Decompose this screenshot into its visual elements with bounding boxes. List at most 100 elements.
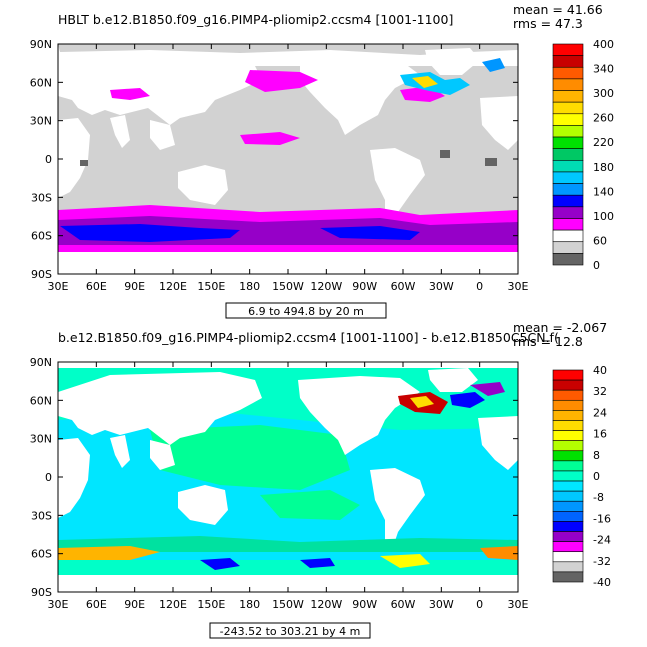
australia-land xyxy=(178,165,228,205)
colorbar-swatch xyxy=(552,379,584,391)
lon-tick-label: 180 xyxy=(239,598,260,611)
lat-tick-label: 0 xyxy=(45,471,52,484)
colorbar-label: 220 xyxy=(593,136,614,149)
lon-tick-label: 120E xyxy=(159,280,187,293)
north-ocean-60 xyxy=(245,70,445,102)
colorbar-swatch xyxy=(552,241,584,254)
colorbar-swatch xyxy=(552,369,584,381)
colorbar-label: 340 xyxy=(593,63,614,76)
low-patch xyxy=(440,150,450,158)
panel2-range: -243.52 to 303.21 by 4 m xyxy=(220,625,361,638)
lon-tick-label: 120W xyxy=(310,598,342,611)
southern-stripe xyxy=(58,536,518,552)
colorbar-label: 8 xyxy=(593,449,600,462)
lon-tick-label: 30E xyxy=(508,280,529,293)
north-america-land xyxy=(298,376,420,455)
lon-tick-label: 30E xyxy=(48,598,69,611)
colorbar-label: 0 xyxy=(593,259,600,272)
colorbar-label: -32 xyxy=(593,555,611,568)
lon-tick-label: 60E xyxy=(86,280,107,293)
lon-tick-label: 120E xyxy=(159,598,187,611)
lon-tick-label: 90W xyxy=(352,598,377,611)
greenland-land xyxy=(428,368,478,392)
colorbar-label: 0 xyxy=(593,470,600,483)
colorbar-swatch xyxy=(552,450,584,462)
colorbar-swatch xyxy=(552,389,584,401)
lat-tick-label: 30S xyxy=(31,509,52,522)
colorbar-hblt: 400 340 300 260 220 180 140 100 60 0 xyxy=(552,38,614,272)
colorbar-swatch xyxy=(552,229,584,243)
lat-tick-label: 30N xyxy=(30,433,52,446)
lon-tick-label: 90W xyxy=(352,280,377,293)
colorbar-label: 24 xyxy=(593,406,607,419)
lon-tick-label: 30E xyxy=(508,598,529,611)
colorbar-swatch xyxy=(552,531,584,542)
colorbar-swatch xyxy=(552,440,584,452)
colorbar-swatch xyxy=(552,160,584,173)
nordic-120 xyxy=(482,58,505,72)
colorbar-label: 400 xyxy=(593,38,614,51)
panel1-mean: mean = 41.66 xyxy=(513,2,603,17)
lat-tick-label: 90S xyxy=(31,586,52,599)
range-box xyxy=(209,622,371,639)
south-asia-land xyxy=(110,115,175,150)
colorbar-swatch xyxy=(552,55,584,68)
north-america-land xyxy=(300,58,420,135)
colorbar-label: -16 xyxy=(593,512,611,525)
colorbar-swatch xyxy=(552,571,584,583)
map-hblt xyxy=(58,44,518,274)
panel2-title: b.e12.B1850.f09_g16.PIMP4-pliomip2.ccsm4… xyxy=(58,330,559,345)
lon-tick-label: 0 xyxy=(476,598,483,611)
lon-tick-label: 30E xyxy=(48,280,69,293)
colorbar-label: -8 xyxy=(593,491,604,504)
colorbar-label: 60 xyxy=(593,234,607,247)
lon-tick-label: 150W xyxy=(272,598,304,611)
colorbar-swatch xyxy=(552,521,584,532)
lon-tick-label: 30W xyxy=(429,280,454,293)
colorbar-label: 16 xyxy=(593,428,607,441)
panel1-title: HBLT b.e12.B1850.f09_g16.PIMP4-pliomip2.… xyxy=(58,12,453,27)
colorbar-swatch xyxy=(552,218,584,231)
panel-difference: b.e12.B1850.f09_g16.PIMP4-pliomip2.ccsm4… xyxy=(30,320,611,639)
lon-tick-label: 180 xyxy=(239,280,260,293)
colorbar-label: 140 xyxy=(593,185,614,198)
southern-positive xyxy=(480,546,518,560)
southern-positive xyxy=(58,546,160,560)
colorbar-swatch xyxy=(552,460,584,472)
lon-tick-label: 150E xyxy=(197,598,225,611)
colorbar-label: 100 xyxy=(593,210,614,223)
lat-tick-label: 60S xyxy=(31,230,52,243)
north-atlantic-260 xyxy=(412,76,438,88)
colorbar-swatch xyxy=(552,90,584,103)
lat-tick-label: 60N xyxy=(30,394,52,407)
lon-tick-label: 150E xyxy=(197,280,225,293)
colorbar-label: 40 xyxy=(593,364,607,377)
lat-tick-label: 90N xyxy=(30,356,52,369)
lat-tick-label: 60N xyxy=(30,76,52,89)
panel1-rms: rms = 47.3 xyxy=(513,16,583,31)
panel-hblt: HBLT b.e12.B1850.f09_g16.PIMP4-pliomip2.… xyxy=(30,2,614,319)
colorbar-label: -40 xyxy=(593,576,611,589)
colorbar-swatch xyxy=(552,125,584,138)
colorbar-swatch xyxy=(552,410,584,421)
labrador-core xyxy=(410,396,434,408)
colorbar-swatch xyxy=(552,253,584,266)
lon-tick-label: 90E xyxy=(124,598,145,611)
greenland-land xyxy=(425,48,480,75)
colorbar-swatch xyxy=(552,171,584,184)
colorbar-swatch xyxy=(552,551,584,563)
colorbar-label: 32 xyxy=(593,385,607,398)
panel2-rms: rms = 12.8 xyxy=(513,334,583,349)
colorbar-swatch xyxy=(552,511,584,522)
colorbar-swatch xyxy=(552,541,584,553)
colorbar-swatch xyxy=(552,101,584,115)
south-america-land xyxy=(370,148,425,230)
lat-tick-label: 30N xyxy=(30,115,52,128)
colorbar-swatch xyxy=(552,430,584,441)
axes-difference: 30E 60E 90E 120E 150E 180 150W 120W 90W 60W 30W 0 30… xyxy=(30,356,529,611)
lon-tick-label: 60W xyxy=(391,598,416,611)
colorbar-swatch xyxy=(552,183,584,196)
eurasia-land xyxy=(58,372,262,445)
colorbar-swatch xyxy=(552,136,584,149)
southern-negative xyxy=(200,558,335,570)
